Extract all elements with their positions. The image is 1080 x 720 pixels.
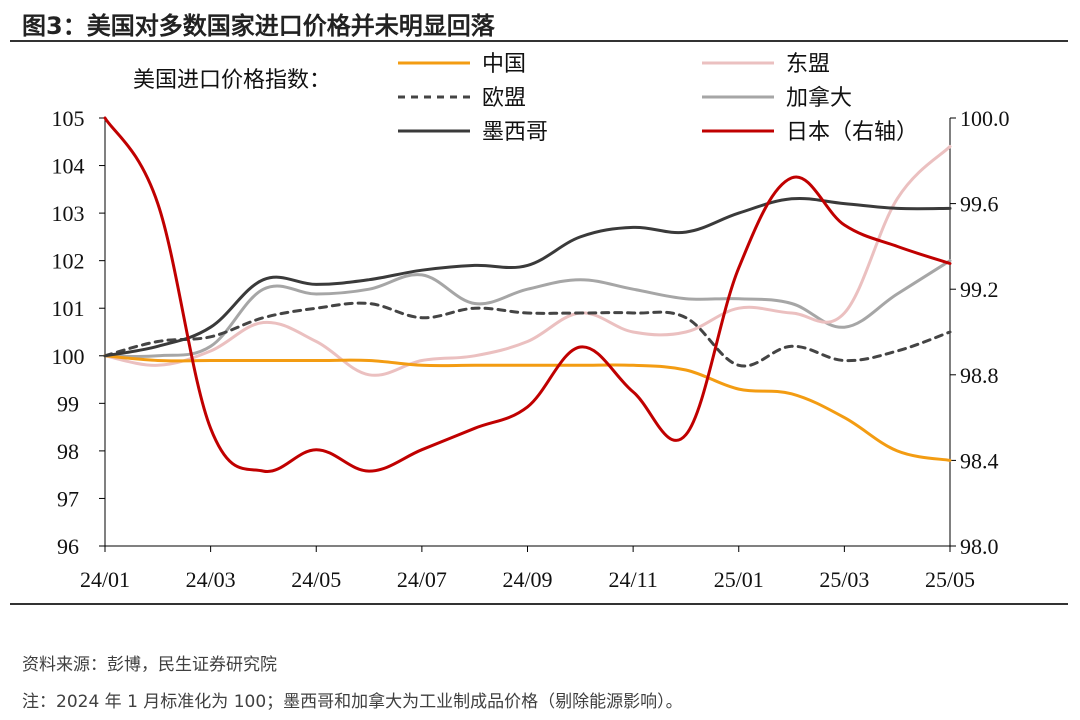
series-line-eu [103, 301, 952, 368]
chart-axes: 96 97 98 99 100 101 102 103 104 105 98.0 98.4 98.8 99… [52, 106, 1010, 592]
x-tick-label: 24/05 [291, 567, 341, 592]
legend-label-mexico: 墨西哥 [482, 120, 548, 145]
left-y-tick-label: 97 [57, 486, 79, 511]
legend-label-japan: 日本（右轴） [786, 120, 918, 145]
legend-label-eu: 欧盟 [482, 86, 526, 111]
left-y-tick-label: 105 [52, 106, 85, 131]
right-y-tick-label: 99.2 [960, 277, 999, 302]
left-y-tick-label: 96 [57, 534, 79, 559]
left-y-tick-label: 104 [52, 154, 85, 179]
footer-divider [10, 603, 1068, 605]
left-y-tick-label: 101 [52, 296, 85, 321]
figure-title: 图3：美国对多数国家进口价格并未明显回落 [22, 12, 495, 40]
line-chart: 96 97 98 99 100 101 102 103 104 105 98.0 98.4 98.8 99… [52, 52, 1010, 592]
title-divider [10, 40, 1068, 42]
x-tick-label: 24/01 [80, 567, 130, 592]
series-line-china [103, 354, 952, 462]
legend-label-china: 中国 [482, 52, 526, 77]
x-tick-label: 24/03 [186, 567, 236, 592]
right-y-tick-label: 98.4 [960, 448, 999, 473]
series-line-mexico [103, 196, 952, 358]
x-tick-label: 25/03 [819, 567, 869, 592]
series-line-japan [103, 116, 952, 473]
right-y-tick-label: 98.8 [960, 363, 999, 388]
legend-heading: 美国进口价格指数： [133, 68, 331, 93]
left-y-tick-label: 99 [57, 391, 79, 416]
series-line-canada [103, 259, 952, 359]
right-y-tick-label: 100.0 [960, 106, 1010, 131]
legend-label-canada: 加拿大 [786, 85, 852, 111]
x-tick-label: 24/09 [502, 567, 552, 592]
x-tick-label: 24/07 [397, 567, 447, 592]
legend-label-asean: 东盟 [786, 52, 830, 77]
right-y-tick-label: 98.0 [960, 534, 999, 559]
left-y-tick-label: 100 [52, 344, 85, 369]
right-y-tick-label: 99.6 [960, 192, 999, 217]
series-line-asean [103, 145, 952, 377]
chart-series-lines [103, 116, 952, 473]
source-note: 资料来源：彭博，民生证券研究院 [22, 655, 277, 675]
x-tick-label: 25/05 [925, 567, 975, 592]
left-y-tick-label: 98 [57, 439, 79, 464]
left-y-tick-label: 103 [52, 201, 85, 226]
left-y-tick-label: 102 [52, 249, 85, 274]
x-tick-label: 25/01 [714, 567, 764, 592]
footnote: 注：2024 年 1 月标准化为 100；墨西哥和加拿大为工业制成品价格（剔除能… [22, 692, 683, 712]
x-tick-label: 24/11 [608, 567, 657, 592]
